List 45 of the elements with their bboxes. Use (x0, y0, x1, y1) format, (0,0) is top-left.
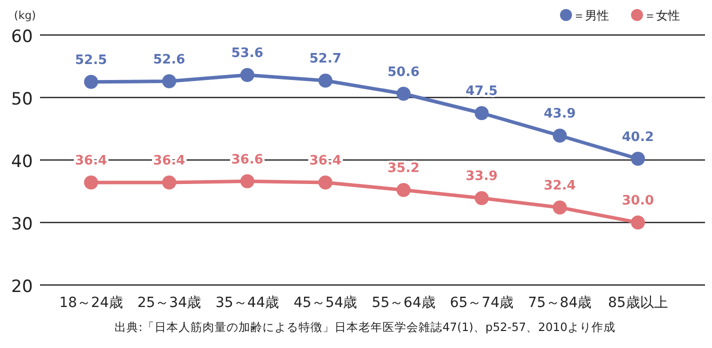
data-label: 33.9 (466, 169, 498, 184)
point (396, 86, 411, 101)
data-label: 32.4 (544, 178, 576, 194)
data-label: 40.2 (622, 130, 654, 145)
x-tick-label: 45～54歳 (294, 295, 358, 311)
legend-label: ＝男性 (573, 8, 609, 22)
data-label: 52.5 (75, 52, 108, 68)
data-label: 52.6 (153, 52, 186, 68)
point (552, 200, 567, 214)
x-tick-label: 75～84歳 (528, 295, 592, 311)
data-label: 47.5 (466, 84, 498, 100)
point (396, 183, 411, 197)
point (630, 152, 645, 166)
y-tick-label: 40 (11, 152, 33, 172)
point (318, 176, 332, 190)
data-label: 50.6 (388, 64, 420, 80)
point (474, 106, 489, 120)
x-tick-label: 65～74歳 (450, 295, 514, 311)
data-label: 35.2 (388, 161, 420, 176)
data-label: 30.0 (622, 194, 654, 208)
point (240, 174, 254, 188)
point (162, 176, 176, 190)
point (474, 191, 489, 206)
x-tick-label: 85歳以上 (608, 295, 668, 311)
point (552, 128, 567, 143)
point (84, 74, 98, 89)
source-note: 出典:「日本人筋肉量の加齢による特徴」日本老年医学会雑誌47(1)、p52-57、2010より作成 (114, 320, 616, 334)
point (162, 74, 176, 88)
x-tick-label: 55～64歳 (372, 295, 436, 311)
data-label: 52.7 (309, 52, 342, 67)
x-tick-label: 18～24歳 (59, 295, 123, 311)
y-tick-label: 50 (11, 90, 33, 110)
data-label: 43.9 (544, 106, 576, 122)
x-tick-label: 35～44歳 (215, 295, 280, 311)
point (84, 176, 98, 190)
y-axis-title: (kg) (14, 9, 36, 22)
x-tick-label: 25～34歳 (137, 295, 202, 311)
point (318, 74, 332, 88)
y-tick-label: 30 (11, 214, 33, 234)
point (240, 68, 254, 82)
legend-label: ＝女性 (644, 8, 680, 22)
data-label: 53.6 (231, 46, 264, 61)
y-tick-label: 60 (11, 27, 33, 47)
y-tick-label: 20 (11, 277, 33, 297)
point (630, 216, 645, 230)
